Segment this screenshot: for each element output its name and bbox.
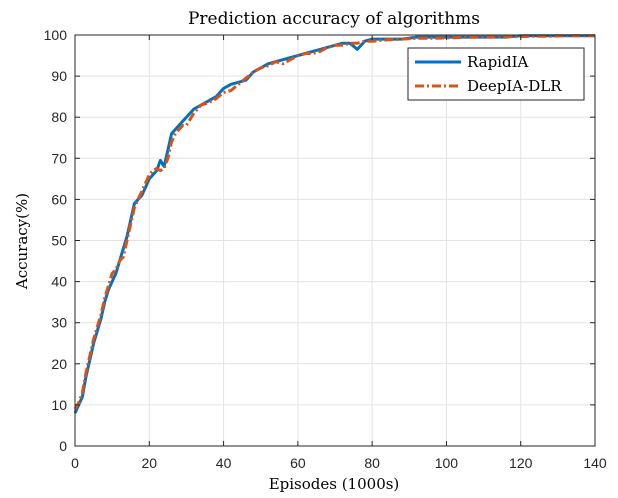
x-tick-label: 60 — [290, 455, 306, 471]
y-tick-label: 30 — [51, 315, 67, 331]
y-tick-label: 0 — [59, 438, 67, 454]
y-tick-label: 20 — [51, 356, 67, 372]
x-tick-label: 120 — [509, 455, 533, 471]
legend-label-deepia-dlr: DeepIA-DLR — [467, 77, 562, 95]
y-tick-labels: 0 10 20 30 40 50 60 70 80 90 100 — [44, 27, 68, 454]
y-tick-label: 90 — [51, 68, 67, 84]
y-tick-label: 10 — [51, 397, 67, 413]
y-tick-label: 70 — [51, 150, 67, 166]
y-tick-label: 80 — [51, 109, 67, 125]
x-tick-label: 20 — [141, 455, 157, 471]
series-line-deepia-dlr — [73, 34, 595, 410]
y-tick-label: 40 — [51, 274, 67, 290]
legend: RapidIA DeepIA-DLR — [407, 47, 585, 101]
x-tick-label: 100 — [435, 455, 459, 471]
axis-ticks — [74, 34, 596, 447]
x-tick-label: 0 — [71, 455, 79, 471]
y-tick-label: 100 — [44, 27, 68, 43]
y-tick-label: 60 — [51, 191, 67, 207]
y-tick-label: 50 — [51, 233, 67, 249]
x-tick-label: 140 — [583, 455, 607, 471]
y-axis-label: Accuracy(%) — [13, 193, 31, 290]
chart-title: Prediction accuracy of algorithms — [188, 9, 480, 29]
x-tick-label: 40 — [216, 455, 232, 471]
x-tick-label: 80 — [364, 455, 380, 471]
x-axis-label: Episodes (1000s) — [269, 475, 400, 493]
legend-label-rapidia: RapidIA — [467, 53, 529, 71]
legend-box — [407, 47, 585, 101]
x-tick-labels: 0 20 40 60 80 100 120 140 — [71, 455, 607, 471]
series-layer — [73, 34, 595, 414]
